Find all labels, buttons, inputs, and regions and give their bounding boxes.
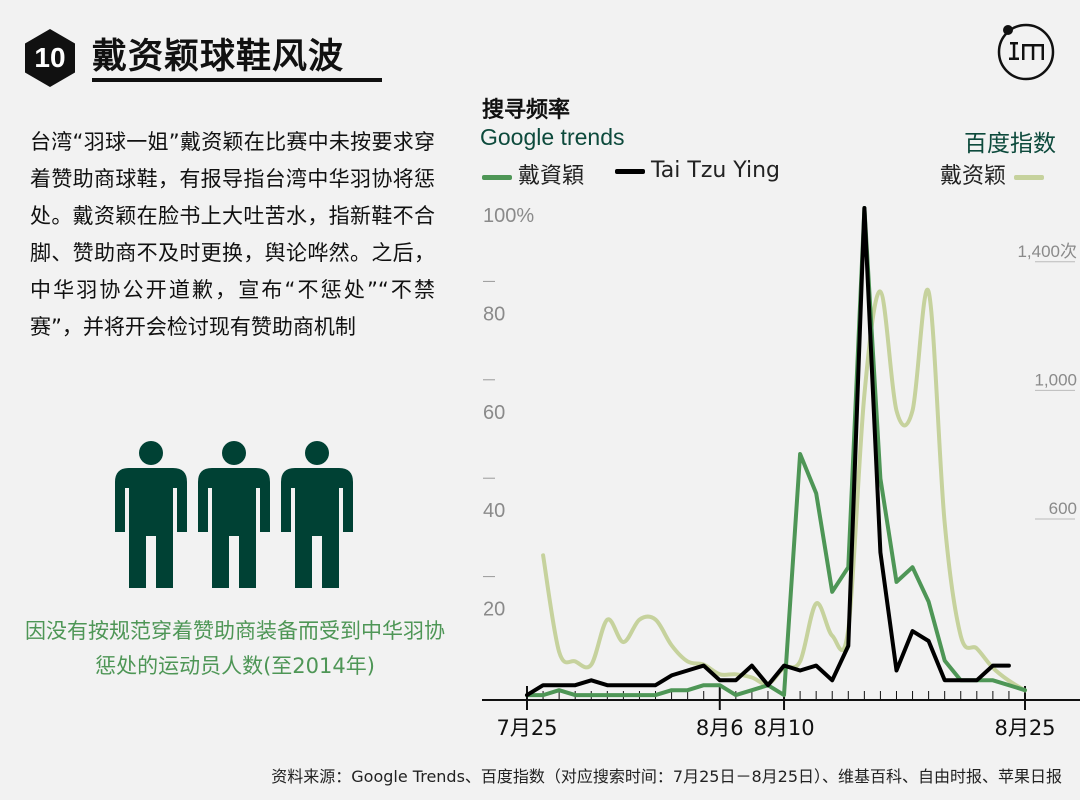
x-axis-tick-label: 8月6	[696, 716, 744, 740]
left-axis-tick-label: 40	[483, 500, 505, 522]
right-axis-tick-label: 1,400次	[1017, 242, 1077, 261]
legend-swatch	[1014, 174, 1045, 180]
legend-item-google-chinese: 戴資穎	[482, 158, 584, 190]
number-badge-hexagon	[25, 29, 75, 87]
page-title: 戴资颖球鞋风波	[92, 37, 345, 77]
series-line-baidu	[541, 287, 1027, 693]
chart-title: 搜寻频率	[482, 98, 571, 123]
right-axis-tick-label: 600	[1049, 499, 1077, 518]
title-underline	[92, 78, 382, 82]
left-axis-tick-label: 100%	[483, 205, 534, 227]
section-number: 10	[34, 42, 66, 73]
left-axis-tick-label: 60	[483, 402, 505, 424]
series-line-google-english	[525, 206, 1011, 698]
person-icon	[115, 441, 187, 588]
right-axis-tick-label: 1,000	[1034, 370, 1077, 389]
legend-label: Tai Tzu Ying	[651, 158, 780, 183]
left-axis-tick-label: 20	[483, 599, 505, 621]
people-caption: 因没有按规范穿着赞助商装备而受到中华羽协惩处的运动员人数(至2014年)	[25, 619, 445, 678]
publisher-logo-icon	[997, 23, 1055, 81]
x-axis-tick-label: 8月25	[994, 716, 1055, 740]
legend-item-baidu: 戴资颖	[940, 158, 1045, 190]
source-note: 资料来源：Google Trends、百度指数（对应搜索时间：7月25日－8月2…	[271, 767, 1062, 786]
x-axis-tick-label: 8月10	[753, 716, 814, 740]
google-trends-label: Google trends	[480, 124, 625, 150]
legend-swatch	[615, 168, 645, 174]
person-icon	[281, 441, 353, 588]
search-frequency-chart: 20 40 60 80 100% 600 1,000 1,400次 7月25 8月6 8月10 8月2…	[482, 205, 1080, 740]
people-pictogram	[115, 441, 353, 588]
left-axis-tick-label: 80	[483, 303, 505, 325]
x-axis-tick-label: 7月25	[496, 716, 557, 740]
legend-label: 戴资颖	[940, 164, 1007, 189]
story-paragraph: 台湾“羽球一姐”戴资颖在比赛中未按要求穿着赞助商球鞋，有报导指台湾中华羽协将惩处…	[30, 130, 435, 339]
series-line-google-chinese	[525, 206, 1027, 698]
legend-label: 戴資穎	[518, 164, 585, 189]
legend-swatch	[482, 174, 512, 180]
legend-item-google-english: Tai Tzu Ying	[615, 158, 780, 183]
person-icon	[198, 441, 270, 588]
baidu-index-label: 百度指数	[964, 131, 1056, 157]
